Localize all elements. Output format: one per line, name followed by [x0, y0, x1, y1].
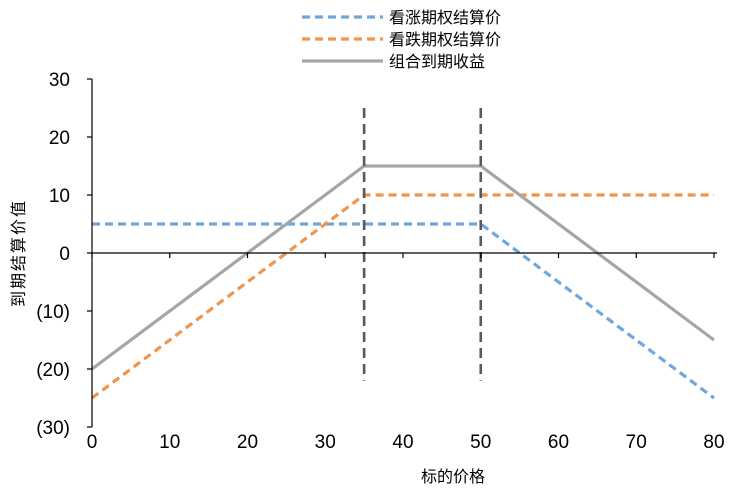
- x-tick-label: 60: [548, 432, 569, 453]
- x-tick-label: 70: [626, 432, 647, 453]
- series-layer: [91, 164, 715, 400]
- x-tick-label: 30: [315, 432, 336, 453]
- legend-label-0: 看涨期权结算价: [389, 8, 501, 27]
- series-line-0: [92, 222, 715, 400]
- y-tick-label: 10: [49, 186, 70, 207]
- legend-label-2: 组合到期收益: [389, 52, 485, 71]
- y-tick-label: 0: [59, 244, 70, 265]
- y-axis-title: 到期结算价值: [9, 199, 28, 307]
- axes: [87, 78, 717, 428]
- y-tick-label: 20: [49, 128, 70, 149]
- plot-area: [87, 78, 717, 428]
- y-tick-label: (20): [36, 360, 70, 381]
- reference-lines: [362, 108, 483, 381]
- y-tick-label: (10): [36, 302, 70, 323]
- legend-label-1: 看跌期权结算价: [389, 30, 501, 49]
- x-tick-label: 0: [87, 432, 98, 453]
- x-tick-label: 10: [159, 432, 180, 453]
- y-tick-label: 30: [49, 70, 70, 91]
- tick-labels: 30 20 10 0 (10) (20) (30) 0 10 20 30 40 50 60 70 80: [36, 70, 724, 453]
- x-tick-label: 20: [237, 432, 258, 453]
- x-axis-title: 标的价格: [421, 467, 485, 486]
- x-tick-label: 80: [703, 432, 724, 453]
- y-tick-label: (30): [36, 418, 70, 439]
- x-tick-label: 40: [392, 432, 413, 453]
- x-tick-label: 50: [470, 432, 491, 453]
